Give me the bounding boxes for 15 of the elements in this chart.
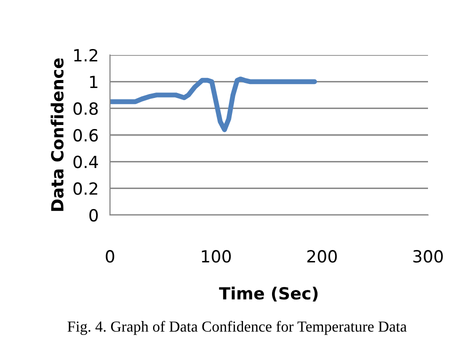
y-tick-label: 0 <box>89 208 98 222</box>
x-tick-label: 300 <box>413 250 443 263</box>
y-tick-label: 1.2 <box>74 48 98 62</box>
x-tick-label: 100 <box>202 250 231 263</box>
y-tick-label: 0.6 <box>73 128 98 142</box>
y-tick-label: 0.4 <box>73 156 98 168</box>
line-series <box>110 76 318 132</box>
y-tick-label: 0.2 <box>73 182 98 195</box>
x-tick-label: 200 <box>307 250 337 263</box>
x-axis-title: Time (Sec) <box>219 286 318 302</box>
y-tick-label: 0.8 <box>73 102 98 115</box>
y-tick-label: 1 <box>90 76 98 88</box>
y-axis-title: Data Confidence <box>50 58 64 211</box>
caption: Fig. 4. Graph of Data Confidence for Temperature Data <box>68 320 407 335</box>
x-tick-label: 0 <box>106 250 114 263</box>
